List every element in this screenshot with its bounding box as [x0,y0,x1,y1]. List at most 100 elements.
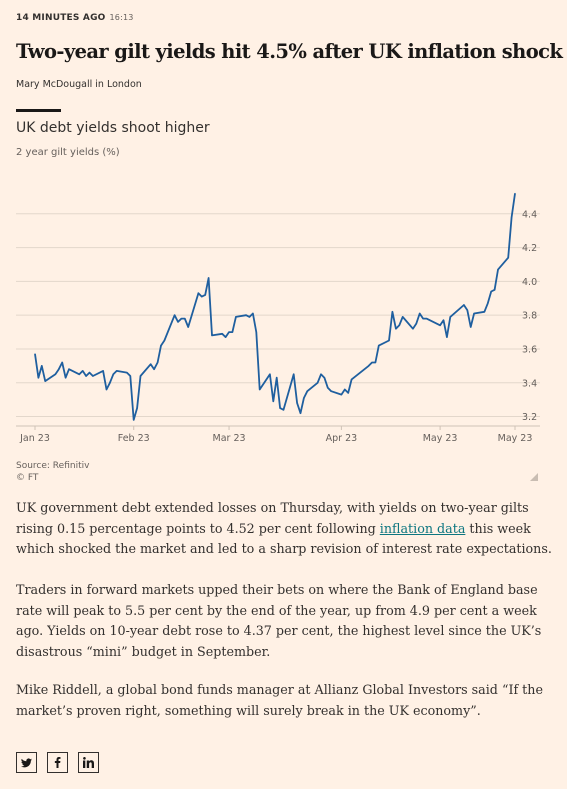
data-point [61,361,63,364]
data-point [306,390,308,392]
data-point [173,314,176,316]
byline[interactable]: Mary McDougall in London [16,79,142,90]
timestamp-label: 14 MINUTES AGO [16,13,106,23]
data-point [368,365,370,367]
data-point [497,268,499,271]
data-point [187,326,189,328]
data-point [92,375,94,377]
data-point [225,336,227,338]
data-point [231,331,234,333]
paragraph-1-text-b: this week which shocked the market and l… [16,520,552,557]
data-point [490,290,492,293]
data-point [374,361,377,364]
data-point [44,380,46,382]
x-tick-label: May 23 [423,433,458,444]
data-point [82,370,84,372]
data-point [412,328,414,330]
y-tick-label: 3.4 [522,378,537,389]
data-point [419,312,421,315]
data-point [109,382,111,384]
data-point [344,388,346,391]
share-facebook-button[interactable] [47,752,68,773]
chart-grid [16,213,540,427]
data-point [228,331,230,333]
data-point [487,302,489,304]
data-point [449,316,451,318]
paragraph-2: Traders in forward markets upped their b… [16,582,542,659]
data-point [415,323,417,325]
data-point [316,382,319,384]
y-axis-labels: 3.2 3.4 3.6 3.8 4.0 4.2 4.4 [522,209,537,423]
data-point [269,373,271,375]
data-point [68,368,70,370]
data-point [116,370,118,372]
data-point [442,319,445,321]
data-point [388,339,390,342]
data-point [439,324,441,326]
data-point [303,397,305,399]
facebook-icon [54,757,61,768]
y-tick-label: 4.0 [522,277,537,288]
data-point [129,375,131,377]
x-tick-label: Feb 23 [118,433,150,444]
data-point [422,317,424,320]
data-point [156,361,159,364]
data-point [160,344,162,347]
data-point [347,392,349,394]
data-point [197,292,200,294]
share-linkedin-button[interactable] [78,752,99,773]
y-tick-label: 4.4 [522,209,537,220]
data-point [153,368,155,370]
paragraph-3: Mike Riddell, a global bond funds manage… [16,682,543,718]
yield-line-chart: 3.2 3.4 3.6 3.8 4.0 4.2 4.4 Jan 23 Feb 23 Mar 23… [16,192,540,444]
data-point [395,328,397,330]
data-point [470,326,472,328]
data-point [133,419,135,421]
data-point [211,334,213,337]
chart-subtitle: 2 year gilt yields (%) [16,147,120,158]
data-point [446,336,448,338]
data-point [466,309,468,311]
data-point [259,388,261,391]
data-point [398,324,400,326]
data-point [371,361,373,364]
data-point [201,295,203,298]
x-tick-label: May 23 [498,433,533,444]
data-point [272,400,274,402]
y-tick-label: 3.2 [522,412,537,423]
data-point [139,375,142,377]
data-point [330,390,332,392]
data-point [180,317,182,320]
data-point [105,388,108,391]
data-point [340,393,342,396]
data-point [126,372,128,374]
data-point [65,377,67,379]
data-point [245,314,247,316]
data-point [235,316,237,318]
x-tick-label: Apr 23 [326,433,358,444]
article-meta: 14 MINUTES AGO 16:13 [16,13,134,23]
data-point [296,402,298,404]
data-point [221,333,223,335]
data-point [391,311,394,313]
data-point [78,373,80,375]
data-point [54,373,57,375]
share-twitter-button[interactable] [16,752,37,773]
data-point [208,277,210,279]
data-point [473,312,475,315]
publish-time: 16:13 [109,13,134,22]
data-point [34,353,36,355]
source-text: Source: Refinitiv [16,461,90,471]
data-point [299,412,302,414]
inflation-data-link[interactable]: inflation data [379,520,466,536]
data-point [282,409,285,411]
expand-corner-icon[interactable] [529,472,539,482]
data-point [252,312,254,315]
y-tick-label: 3.8 [522,311,537,322]
data-point [493,289,496,291]
data-point [514,192,516,195]
data-point [327,387,329,389]
data-point [463,304,465,306]
data-point [163,339,165,342]
data-point [41,365,43,367]
